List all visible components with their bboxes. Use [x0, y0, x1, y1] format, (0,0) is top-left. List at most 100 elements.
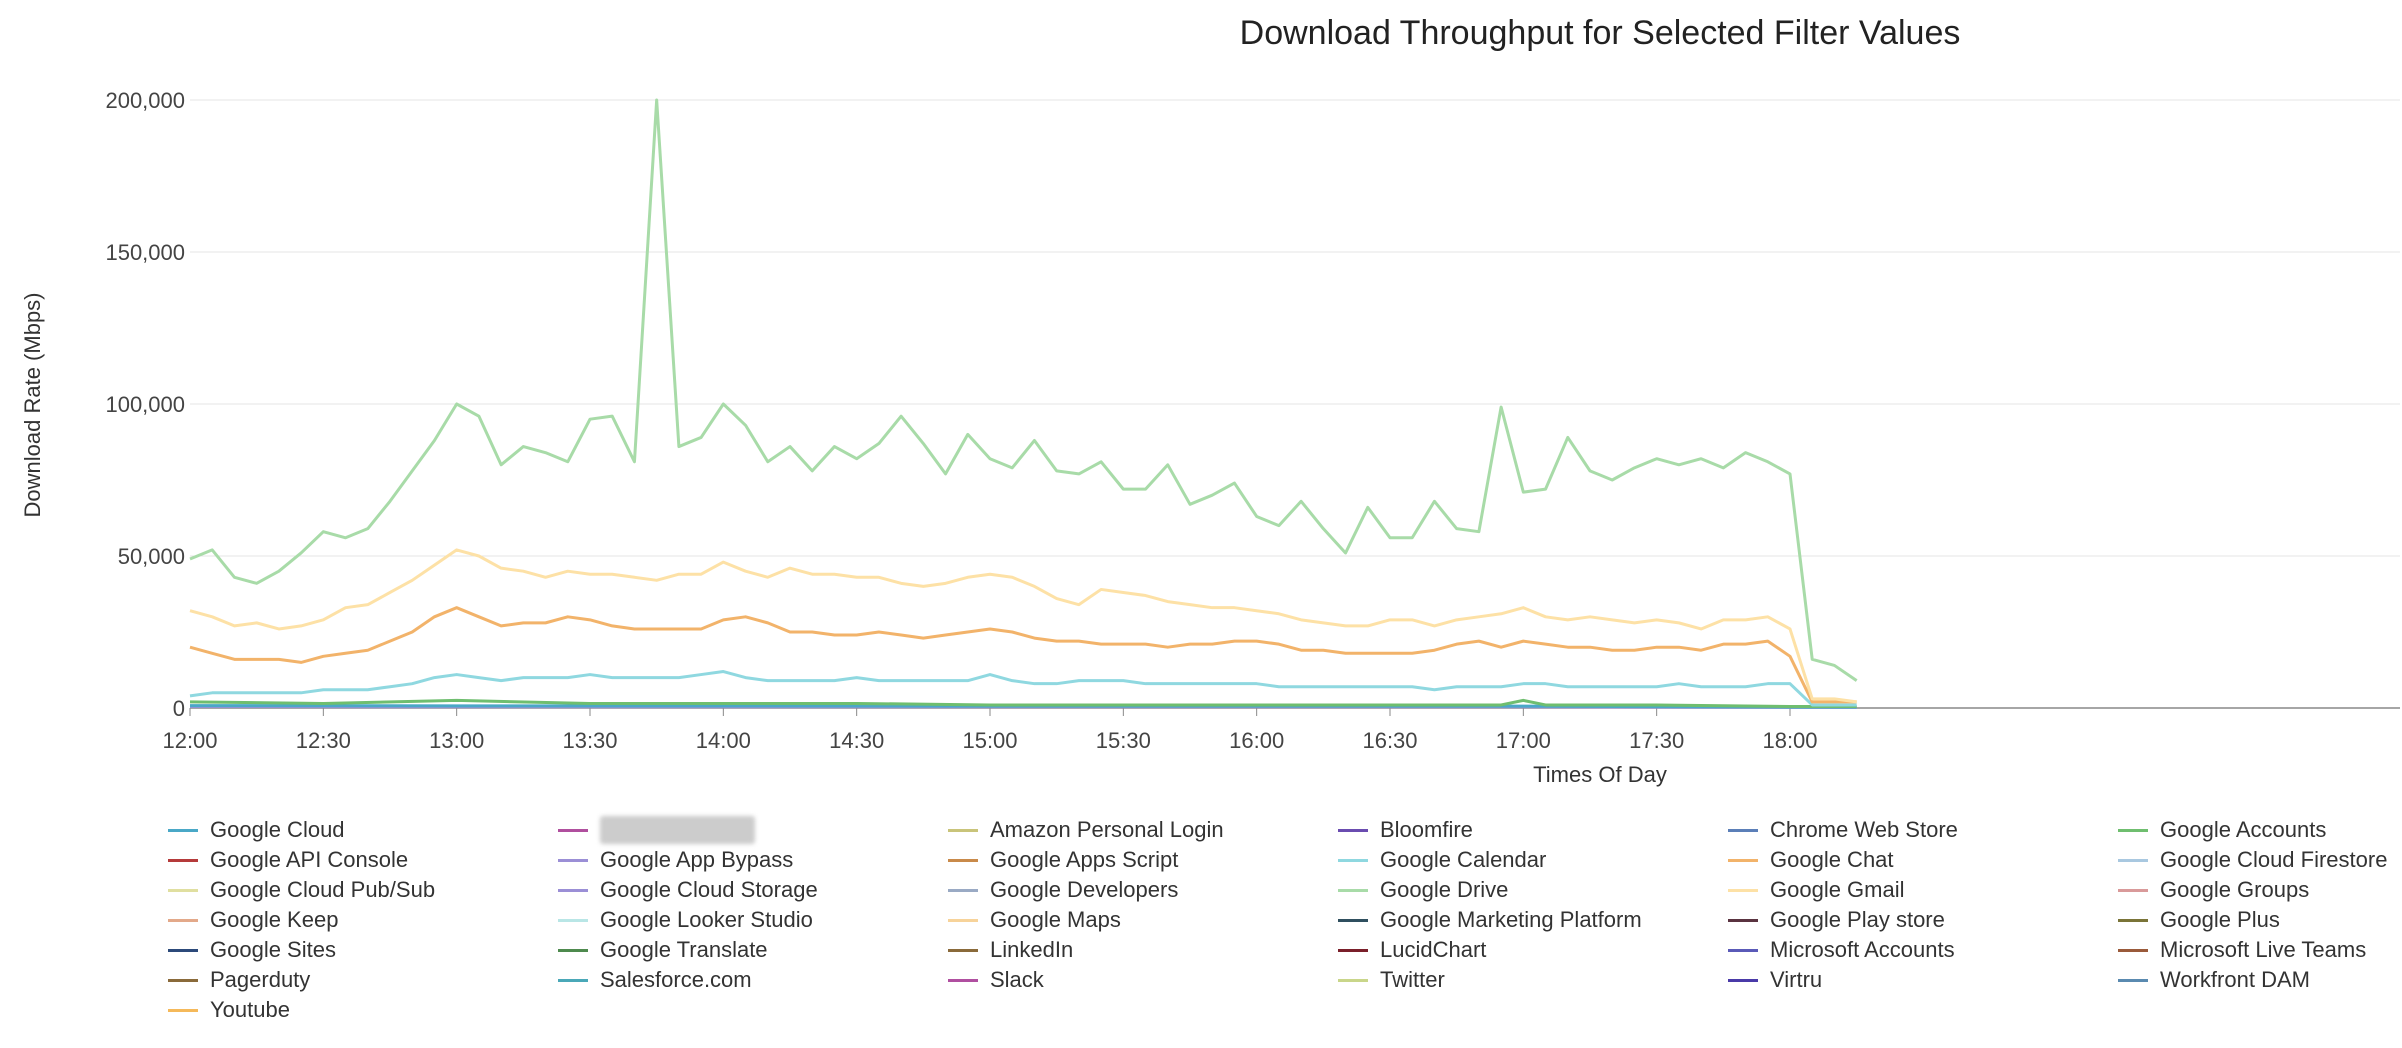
- legend-swatch: [1728, 918, 1758, 922]
- legend-swatch: [2118, 948, 2148, 952]
- legend-swatch: [168, 918, 198, 922]
- legend-label: Bloomfire: [1380, 817, 1473, 842]
- legend-item[interactable]: Google Sites: [168, 936, 558, 964]
- x-tick-label: 18:00: [1762, 728, 1817, 753]
- legend-item[interactable]: Google Looker Studio: [558, 906, 948, 934]
- legend: Google Cloud Amazon Personal Login Bloomfi…: [168, 816, 2388, 1024]
- x-tick-label: 17:00: [1496, 728, 1551, 753]
- legend-item[interactable]: Microsoft Live Teams: [2118, 936, 2402, 964]
- legend-swatch: [948, 888, 978, 892]
- legend-item[interactable]: Google Keep: [168, 906, 558, 934]
- legend-item[interactable]: Salesforce.com: [558, 966, 948, 994]
- legend-item[interactable]: Bloomfire: [1338, 816, 1728, 844]
- y-axis-label: Download Rate (Mbps): [20, 293, 45, 518]
- legend-item[interactable]: LucidChart: [1338, 936, 1728, 964]
- legend-swatch: [948, 948, 978, 952]
- chart-title: Download Throughput for Selected Filter …: [1239, 14, 1961, 52]
- legend-label: Google Play store: [1770, 907, 1945, 932]
- legend-item[interactable]: LinkedIn: [948, 936, 1338, 964]
- legend-item[interactable]: Google Cloud: [168, 816, 558, 844]
- legend-item[interactable]: Google Chat: [1728, 846, 2118, 874]
- legend-label: Google Keep: [210, 907, 339, 932]
- legend-item[interactable]: Microsoft Accounts: [1728, 936, 2118, 964]
- legend-swatch: [168, 948, 198, 952]
- legend-label: LinkedIn: [990, 937, 1074, 962]
- legend-item[interactable]: Google Gmail: [1728, 876, 2118, 904]
- legend-item[interactable]: Google Accounts: [2118, 816, 2402, 844]
- legend-swatch: [948, 978, 978, 982]
- legend-label: Workfront DAM: [2160, 967, 2310, 992]
- series-line-google-chat: [189, 606, 1857, 704]
- legend-item[interactable]: Pagerduty: [168, 966, 558, 994]
- legend-swatch: [558, 858, 588, 862]
- legend-item[interactable]: Google Cloud Pub/Sub: [168, 876, 558, 904]
- legend-label: Slack: [990, 967, 1044, 992]
- x-axis-label: Times Of Day: [1533, 762, 1667, 787]
- legend-swatch: [1728, 828, 1758, 832]
- legend-swatch: [168, 858, 198, 862]
- y-tick-label: 200,000: [105, 88, 185, 113]
- legend-label: Microsoft Accounts: [1770, 937, 1955, 962]
- x-tick-label: 14:30: [829, 728, 884, 753]
- legend-swatch: [168, 978, 198, 982]
- x-tick-label: 12:30: [296, 728, 351, 753]
- x-tick-label: 17:30: [1629, 728, 1684, 753]
- y-tick-label: 50,000: [118, 544, 185, 569]
- legend-swatch: [558, 828, 588, 832]
- legend-item[interactable]: Workfront DAM: [2118, 966, 2402, 994]
- x-tick-label: 13:30: [562, 728, 617, 753]
- legend-swatch: [1728, 888, 1758, 892]
- x-tick-label: 12:00: [162, 728, 217, 753]
- y-tick-label: 100,000: [105, 392, 185, 417]
- legend-item[interactable]: Google Marketing Platform: [1338, 906, 1728, 934]
- legend-swatch: [1338, 918, 1368, 922]
- legend-item[interactable]: Google App Bypass: [558, 846, 948, 874]
- legend-item[interactable]: Google Developers: [948, 876, 1338, 904]
- legend-swatch: [948, 828, 978, 832]
- legend-swatch: [2118, 978, 2148, 982]
- legend-label: Google Maps: [990, 907, 1121, 932]
- legend-item[interactable]: Google Apps Script: [948, 846, 1338, 874]
- legend-swatch: [1338, 948, 1368, 952]
- legend-label: Google Cloud Pub/Sub: [210, 877, 436, 902]
- legend-item[interactable]: Google Plus: [2118, 906, 2402, 934]
- legend-swatch: [168, 828, 198, 832]
- legend-item[interactable]: Google Maps: [948, 906, 1338, 934]
- legend-item[interactable]: Twitter: [1338, 966, 1728, 994]
- legend-label: Pagerduty: [210, 967, 311, 992]
- legend-item[interactable]: Youtube: [168, 996, 558, 1024]
- legend-item[interactable]: Google Groups: [2118, 876, 2402, 904]
- legend-label: Google Accounts: [2160, 817, 2327, 842]
- series-line-google-drive: [189, 98, 1858, 682]
- y-axis-ticks: 0 50,000 100,000 150,000 200,000: [105, 88, 185, 721]
- legend-item[interactable]: Slack: [948, 966, 1338, 994]
- legend-swatch: [948, 858, 978, 862]
- legend-label: Google Cloud: [210, 817, 345, 842]
- legend-item[interactable]: Virtru: [1728, 966, 2118, 994]
- legend-item[interactable]: Google Translate: [558, 936, 948, 964]
- legend-item[interactable]: Google Drive: [1338, 876, 1728, 904]
- legend-item[interactable]: Google Cloud Storage: [558, 876, 948, 904]
- legend-label: Google Drive: [1380, 877, 1509, 902]
- legend-item[interactable]: Google API Console: [168, 846, 558, 874]
- legend-label: Virtru: [1770, 967, 1823, 992]
- legend-swatch: [1728, 978, 1758, 982]
- legend-item[interactable]: [558, 816, 948, 844]
- legend-item[interactable]: Google Play store: [1728, 906, 2118, 934]
- legend-item[interactable]: Google Calendar: [1338, 846, 1728, 874]
- legend-label: Google Chat: [1770, 847, 1894, 872]
- y-tick-label: 0: [173, 696, 185, 721]
- x-tick-label: 15:00: [962, 728, 1017, 753]
- legend-item[interactable]: Amazon Personal Login: [948, 816, 1338, 844]
- legend-item[interactable]: Google Cloud Firestore: [2118, 846, 2402, 874]
- legend-item[interactable]: Chrome Web Store: [1728, 816, 2118, 844]
- legend-swatch: [1338, 978, 1368, 982]
- legend-swatch: [2118, 828, 2148, 832]
- x-tick-label: 16:30: [1362, 728, 1417, 753]
- legend-swatch: [558, 948, 588, 952]
- series-line-google-accounts: [189, 698, 1857, 708]
- legend-label: Google Groups: [2160, 877, 2310, 902]
- legend-label: Google Plus: [2160, 907, 2280, 932]
- x-tick-label: 16:00: [1229, 728, 1284, 753]
